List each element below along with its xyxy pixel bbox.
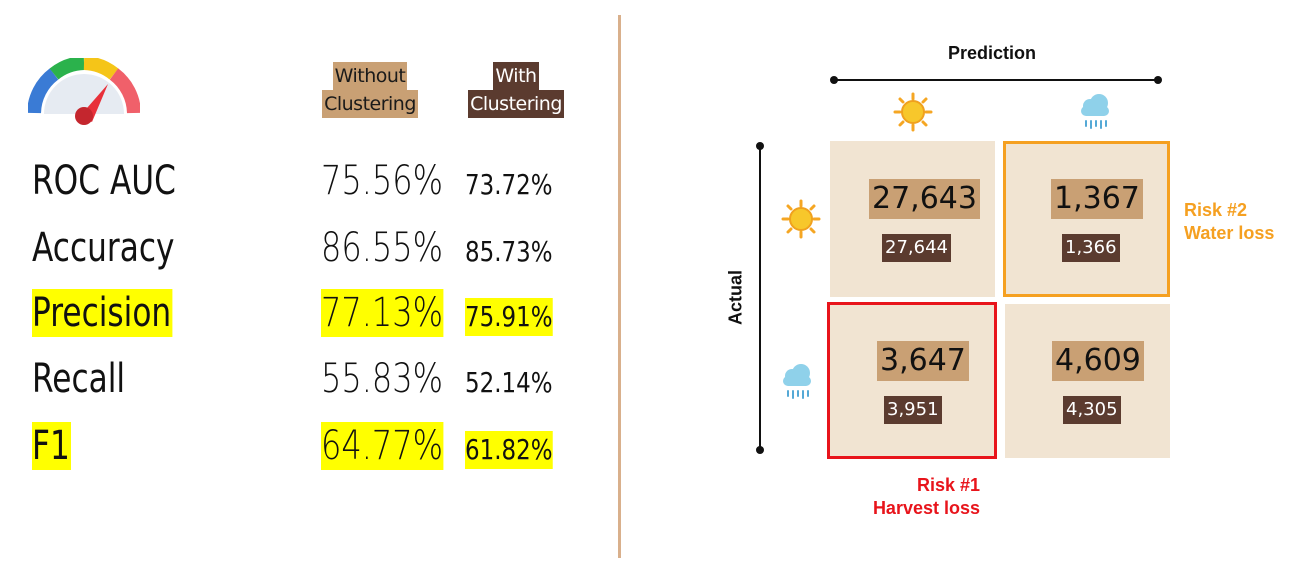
header-with-clustering: With Clustering	[466, 62, 566, 118]
metric-value-with: 85.73%	[465, 235, 553, 268]
metric-name-roc-auc: ROC AUC	[32, 158, 176, 204]
cell-value-with: 4,305	[1063, 396, 1121, 424]
actual-axis-line	[756, 142, 764, 454]
header-without-clustering: Without Clustering	[320, 62, 420, 118]
risk2-title: Risk #2	[1184, 200, 1248, 220]
header-without-line1: Without	[332, 62, 408, 90]
cell-value-without: 1,367	[1051, 179, 1143, 219]
rain-cloud-icon	[783, 364, 811, 399]
header-with-line2: Clustering	[468, 90, 564, 118]
metric-name-f1: F1	[32, 422, 72, 470]
metric-name-recall: Recall	[32, 356, 126, 402]
metric-value-with: 61.82%	[465, 431, 553, 469]
cell-value-without: 3,647	[877, 341, 969, 381]
matrix-cell-sun-sun	[830, 141, 995, 297]
metric-name-precision: Precision	[32, 289, 173, 337]
metric-value-without: 75.56%	[321, 158, 444, 204]
prediction-axis-line	[830, 76, 1162, 84]
sun-icon	[893, 92, 933, 132]
gauge-icon	[28, 58, 140, 125]
metric-value-with: 75.91%	[465, 298, 553, 336]
metric-value-without: 86.55%	[321, 225, 444, 271]
cell-value-without: 27,643	[869, 179, 980, 219]
cell-value-with: 1,366	[1062, 234, 1120, 262]
metric-value-without: 77.13%	[321, 289, 444, 337]
cell-value-with: 27,644	[882, 234, 951, 262]
prediction-axis-title: Prediction	[948, 43, 1037, 63]
metric-value-with: 73.72%	[465, 168, 553, 201]
metric-name-accuracy: Accuracy	[32, 225, 175, 271]
header-with-line1: With	[493, 62, 539, 90]
sun-icon	[781, 199, 821, 239]
matrix-cell-rain-rain	[1005, 304, 1170, 458]
risk1-title: Risk #1	[916, 475, 980, 495]
metric-value-with: 52.14%	[465, 366, 553, 399]
cell-value-with: 3,951	[884, 396, 942, 424]
metric-value-without: 55.83%	[321, 356, 444, 402]
metric-value-without: 64.77%	[321, 422, 444, 470]
header-without-line2: Clustering	[322, 90, 418, 118]
risk2-description: Water loss	[1184, 223, 1275, 243]
risk1-description: Harvest loss	[872, 498, 980, 518]
section-divider	[618, 15, 621, 558]
cell-value-without: 4,609	[1052, 341, 1144, 381]
matrix-cell-sun-rain	[1003, 141, 1170, 297]
actual-axis-title: Actual	[725, 270, 746, 326]
risk1-label: Risk #1 Harvest loss	[862, 474, 980, 520]
rain-cloud-icon	[1081, 94, 1109, 129]
risk2-label: Risk #2 Water loss	[1184, 199, 1274, 245]
